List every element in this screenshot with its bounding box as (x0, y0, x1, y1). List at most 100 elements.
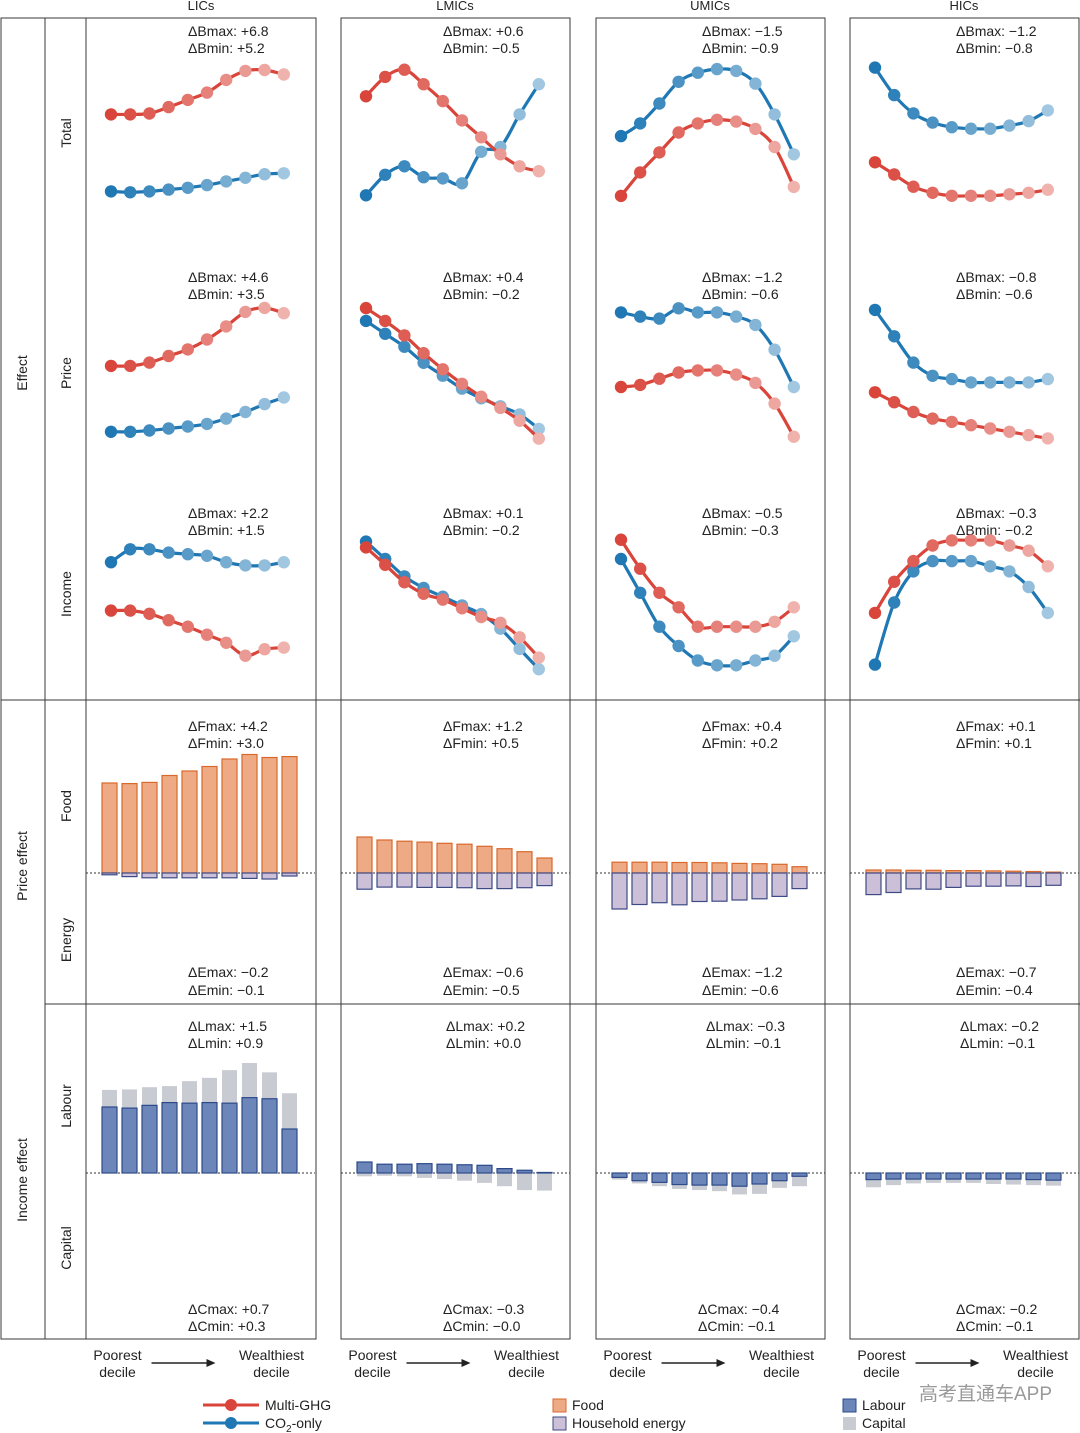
point-total-lmics-co2-only-d1 (359, 189, 373, 202)
point-total-hics-co2-only-d9 (1022, 114, 1035, 128)
subrow-label-income: Income (58, 571, 74, 617)
bar-food-lmics-d3 (396, 840, 413, 874)
legend-labour-label: Labour (862, 1397, 906, 1413)
bar-capital-umics-d9 (772, 1180, 787, 1188)
point-price-hics-co2-only-d9 (1022, 376, 1035, 389)
line-price-umics-co2-only (619, 306, 796, 389)
point-income-lmics-multi-ghg-d3 (398, 576, 411, 589)
line-income-lmics-multi-ghg (364, 545, 541, 660)
point-price-lmics-co2-only-d1 (359, 314, 373, 328)
bar-energy-lics-d1 (101, 872, 118, 876)
point-income-umics-co2-only-d9 (768, 649, 781, 662)
bar-labour-hics-d7 (985, 1172, 1002, 1180)
bar-capital-lmics-d2 (377, 1173, 392, 1176)
point-total-lics-co2-only-d3 (143, 185, 156, 198)
annotation-food-hics-min: ΔFmin: +0.1 (956, 735, 1032, 751)
bar-energy-lics-d7 (221, 872, 238, 879)
point-price-umics-multi-ghg-d9 (768, 397, 781, 410)
annotation-energy-hics-max: ΔEmax: −0.7 (956, 964, 1037, 980)
annotation-price-umics-min: ΔBmin: −0.6 (702, 286, 779, 302)
bar-labour-lics-d8 (241, 1097, 258, 1174)
row-label-income-effect: Income effect (14, 1138, 30, 1222)
point-income-lics-multi-ghg-d10 (277, 641, 290, 654)
point-total-umics-co2-only-d4 (672, 75, 685, 89)
point-income-hics-multi-ghg-d8 (1003, 539, 1016, 552)
point-total-lmics-multi-ghg-d7 (475, 131, 488, 144)
point-total-hics-multi-ghg-d2 (888, 168, 901, 181)
bar-capital-lics-d9 (262, 1072, 277, 1099)
point-income-lmics-co2-only-d10 (532, 663, 545, 676)
line-total-lics-multi-ghg (109, 67, 286, 117)
bar-labour-hics-d2 (885, 1172, 902, 1180)
bar-food-lics-d7 (221, 758, 238, 874)
bar-labour-lics-d2 (121, 1107, 138, 1174)
point-price-hics-co2-only-d7 (984, 376, 997, 389)
point-price-umics-co2-only-d4 (672, 302, 685, 315)
line-income-umics-co2-only (619, 557, 796, 668)
point-price-hics-co2-only-d1 (868, 303, 882, 317)
bar-labour-hics-d8 (1005, 1172, 1022, 1180)
annotation-capital-umics-max: ΔCmax: −0.4 (698, 1301, 780, 1317)
annotation-capital-hics-min: ΔCmin: −0.1 (956, 1318, 1034, 1334)
annotation-total-lics-min: ΔBmin: +5.2 (188, 40, 265, 56)
line-price-lics-co2-only (109, 395, 286, 434)
point-total-lics-co2-only-d8 (239, 171, 252, 184)
line-total-lmics-co2-only (364, 82, 541, 197)
point-total-lics-co2-only-d9 (258, 168, 271, 181)
point-price-lmics-co2-only-d3 (398, 340, 411, 353)
point-total-lics-multi-ghg-d1 (104, 108, 118, 121)
line-income-lics-multi-ghg (109, 608, 286, 658)
point-price-lmics-multi-ghg-d4 (417, 347, 430, 360)
bar-labour-lmics-d8 (496, 1167, 513, 1174)
annotation-price-hics-max: ΔBmax: −0.8 (956, 269, 1037, 285)
point-total-lmics-multi-ghg-d10 (532, 165, 545, 178)
point-total-lmics-co2-only-d5 (436, 172, 449, 185)
x-caption-poorest-hics-0: Poorest (857, 1347, 905, 1363)
x-arrowhead-lmics (461, 1359, 471, 1367)
point-income-umics-multi-ghg-d7 (730, 620, 743, 633)
bar-labour-hics-d6 (965, 1172, 982, 1180)
point-price-hics-co2-only-d3 (907, 356, 920, 369)
annotation-income-hics-min: ΔBmin: −0.2 (956, 522, 1033, 538)
bar-energy-lmics-d5 (436, 872, 453, 888)
annotation-energy-umics-max: ΔEmax: −1.2 (702, 964, 783, 980)
point-total-hics-multi-ghg-d8 (1003, 188, 1016, 201)
point-total-hics-co2-only-d7 (984, 122, 997, 135)
column-header-lmics: LMICs (436, 0, 474, 13)
row-label-price-effect: Price effect (14, 831, 30, 901)
annotation-labour-lmics-min: ΔLmin: +0.0 (446, 1035, 521, 1051)
bar-food-umics-d1 (611, 861, 628, 874)
bar-food-lmics-d5 (436, 842, 453, 874)
legend-multi-ghg-marker (225, 1399, 237, 1411)
bar-capital-hics-d10 (1046, 1180, 1061, 1186)
annotation-food-lmics-max: ΔFmax: +1.2 (443, 718, 523, 734)
bar-food-lics-d10 (281, 755, 298, 874)
annotation-food-umics-max: ΔFmax: +0.4 (702, 718, 782, 734)
point-price-hics-co2-only-d8 (1003, 376, 1016, 389)
point-total-umics-co2-only-d2 (634, 117, 647, 130)
point-total-hics-co2-only-d6 (964, 122, 978, 135)
bar-food-lmics-d7 (476, 845, 493, 874)
bar-food-umics-d8 (751, 863, 768, 874)
watermark: 高考直通车APP (919, 1383, 1052, 1405)
point-total-lics-multi-ghg-d6 (200, 86, 214, 99)
point-total-lmics-multi-ghg-d3 (398, 63, 411, 76)
point-income-umics-multi-ghg-d1 (614, 533, 628, 546)
x-caption-poorest-lics-1: decile (99, 1364, 136, 1380)
point-price-hics-multi-ghg-d5 (945, 415, 958, 429)
annotation-food-lics-max: ΔFmax: +4.2 (188, 718, 268, 734)
bar-food-umics-d5 (691, 861, 708, 874)
point-price-umics-co2-only-d5 (691, 306, 704, 319)
point-total-hics-multi-ghg-d7 (984, 189, 997, 202)
legend-multi-ghg-label: Multi-GHG (265, 1397, 331, 1413)
line-price-umics-multi-ghg (619, 368, 796, 439)
bar-capital-lics-d7 (222, 1070, 237, 1104)
x-caption-poorest-umics-1: decile (609, 1364, 646, 1380)
point-price-hics-co2-only-d10 (1041, 372, 1055, 386)
line-price-lmics-co2-only (364, 319, 541, 431)
bar-food-umics-d3 (651, 861, 668, 874)
point-price-lmics-multi-ghg-d6 (455, 377, 469, 390)
point-total-umics-multi-ghg-d7 (730, 115, 743, 128)
bar-labour-umics-d7 (731, 1172, 748, 1187)
point-total-umics-co2-only-d1 (614, 129, 628, 143)
